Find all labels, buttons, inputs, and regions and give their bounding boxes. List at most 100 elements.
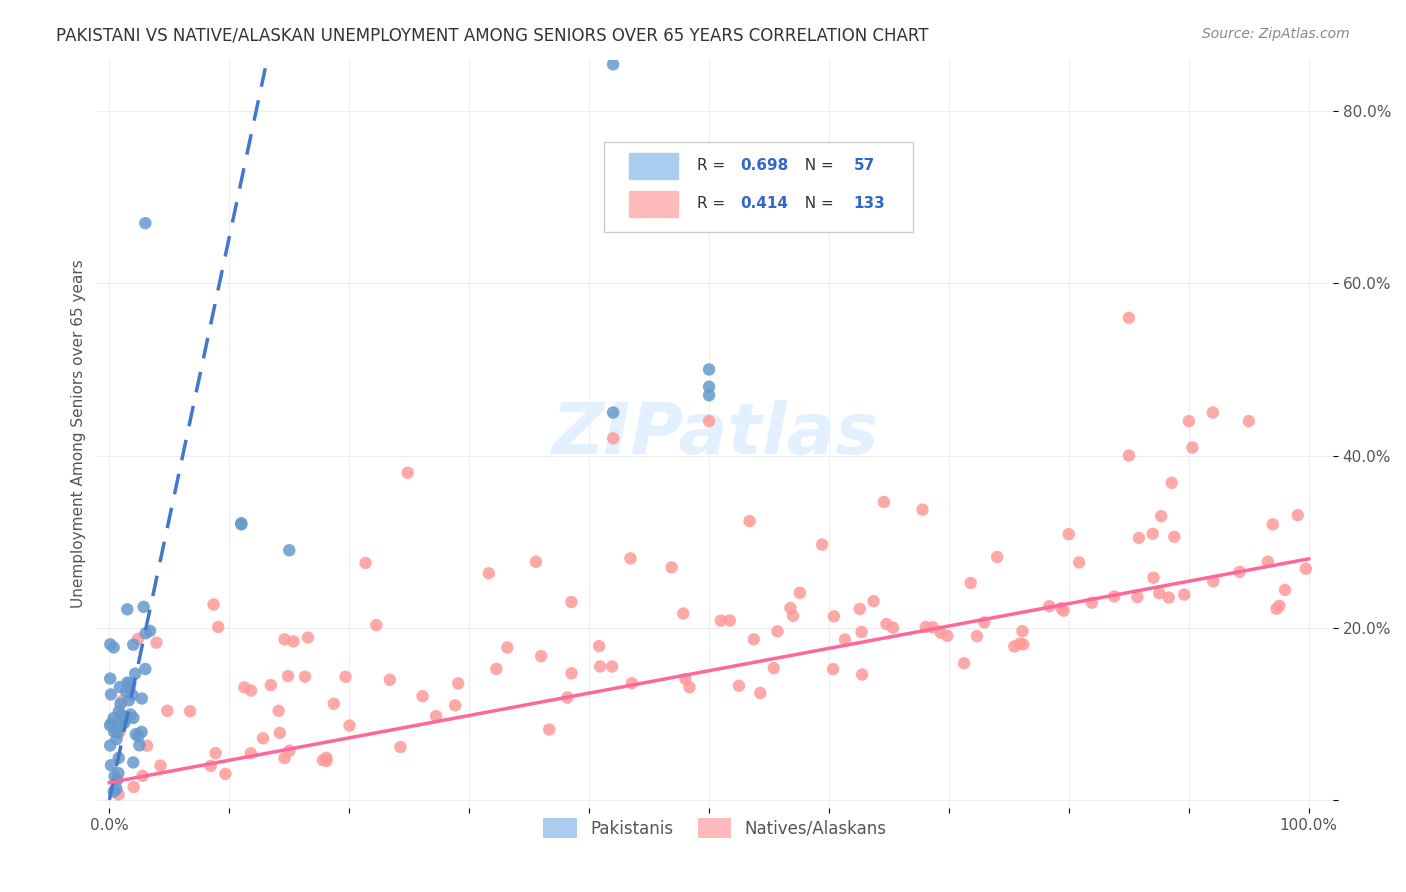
- Point: [1052, 604, 1074, 618]
- Point: [105, 772, 128, 787]
- Point: [120, 707, 142, 722]
- Point: [588, 639, 610, 653]
- Point: [122, 638, 145, 652]
- Point: [728, 679, 751, 693]
- Text: 57: 57: [853, 159, 875, 173]
- Point: [103, 724, 125, 739]
- Point: [1173, 588, 1195, 602]
- Point: [524, 555, 547, 569]
- Point: [156, 704, 179, 718]
- Point: [936, 629, 959, 643]
- Point: [231, 517, 253, 532]
- Point: [339, 718, 361, 732]
- Point: [1181, 441, 1204, 455]
- Text: 0.414: 0.414: [740, 196, 787, 211]
- Point: [98, 718, 121, 732]
- Point: [678, 680, 700, 694]
- Point: [267, 704, 290, 718]
- Point: [179, 704, 201, 718]
- Point: [108, 725, 131, 739]
- Point: [240, 683, 263, 698]
- Point: [1118, 310, 1140, 325]
- Text: PAKISTANI VS NATIVE/ALASKAN UNEMPLOYMENT AMONG SENIORS OVER 65 YEARS CORRELATION: PAKISTANI VS NATIVE/ALASKAN UNEMPLOYMENT…: [56, 27, 929, 45]
- Point: [1012, 637, 1035, 651]
- Point: [742, 632, 765, 647]
- Point: [231, 516, 253, 531]
- Point: [107, 751, 129, 765]
- Point: [1102, 590, 1125, 604]
- Point: [111, 694, 134, 708]
- Point: [315, 754, 337, 768]
- Point: [117, 675, 139, 690]
- Point: [112, 715, 135, 730]
- Point: [1229, 565, 1251, 579]
- Point: [496, 640, 519, 655]
- Point: [117, 602, 139, 616]
- Point: [202, 598, 225, 612]
- Point: [589, 659, 612, 673]
- Point: [233, 681, 256, 695]
- Point: [811, 537, 834, 551]
- Point: [1202, 405, 1225, 419]
- Point: [959, 576, 981, 591]
- Point: [132, 599, 155, 614]
- Point: [1050, 601, 1073, 615]
- Point: [862, 594, 884, 608]
- Point: [214, 767, 236, 781]
- Point: [738, 514, 761, 528]
- Point: [294, 670, 316, 684]
- Point: [1057, 527, 1080, 541]
- Point: [921, 620, 943, 634]
- Point: [557, 690, 579, 705]
- Point: [697, 362, 720, 376]
- Point: [1142, 571, 1164, 585]
- Point: [1150, 509, 1173, 524]
- Point: [875, 617, 897, 632]
- Point: [100, 758, 122, 772]
- Point: [973, 615, 995, 630]
- Point: [412, 689, 434, 703]
- Point: [1274, 582, 1296, 597]
- Point: [110, 697, 132, 711]
- Point: [131, 691, 153, 706]
- Point: [1286, 508, 1309, 523]
- Point: [110, 719, 132, 733]
- Point: [1128, 531, 1150, 545]
- Point: [600, 659, 623, 673]
- Point: [131, 725, 153, 739]
- Point: [125, 727, 148, 741]
- Point: [98, 637, 121, 651]
- Point: [560, 666, 582, 681]
- Point: [107, 766, 129, 780]
- Point: [1160, 475, 1182, 490]
- Text: Source: ZipAtlas.com: Source: ZipAtlas.com: [1202, 27, 1350, 41]
- Point: [1081, 596, 1104, 610]
- Point: [103, 711, 125, 725]
- Point: [100, 716, 122, 731]
- Point: [103, 769, 125, 783]
- Point: [121, 688, 143, 702]
- Point: [312, 753, 335, 767]
- Point: [929, 625, 952, 640]
- Point: [122, 711, 145, 725]
- Point: [105, 781, 128, 796]
- Point: [108, 680, 131, 694]
- Point: [834, 632, 856, 647]
- Point: [118, 681, 141, 696]
- Point: [620, 676, 643, 690]
- Point: [239, 747, 262, 761]
- Point: [425, 709, 447, 723]
- Text: R =: R =: [696, 196, 730, 211]
- Point: [283, 634, 305, 648]
- Point: [789, 586, 811, 600]
- Point: [697, 388, 720, 402]
- Point: [1149, 586, 1171, 600]
- Point: [315, 751, 337, 765]
- Point: [602, 431, 624, 445]
- Point: [389, 740, 412, 755]
- Point: [273, 632, 295, 647]
- Point: [105, 732, 128, 747]
- Point: [1261, 517, 1284, 532]
- Point: [278, 744, 301, 758]
- Bar: [628, 153, 678, 179]
